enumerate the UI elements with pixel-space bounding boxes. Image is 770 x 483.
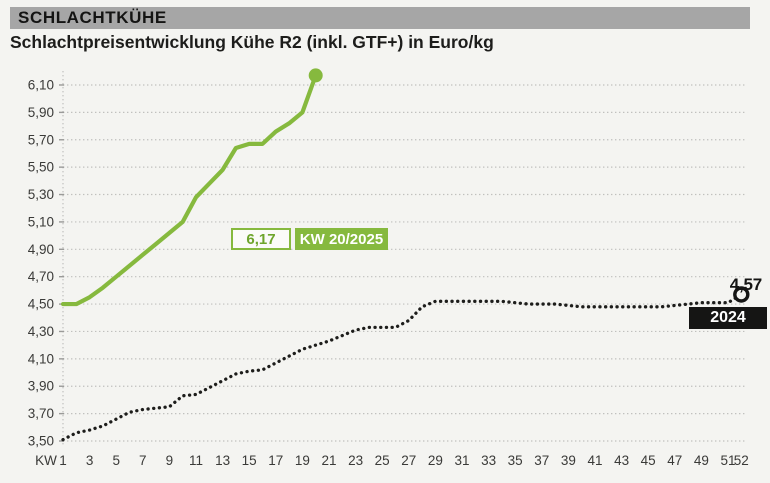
x-tick-label: 7: [139, 453, 147, 468]
x-tick-label: 52: [734, 453, 749, 468]
x-tick-label: 29: [428, 453, 443, 468]
series-2024-line: [61, 292, 743, 442]
final-price-2024: 4,57: [729, 275, 762, 294]
y-tick-label: 3,70: [28, 406, 54, 421]
x-tick-label: 27: [401, 453, 416, 468]
x-tick-label: 45: [641, 453, 656, 468]
y-tick-label: 4,90: [28, 242, 54, 257]
x-tick-label: 15: [242, 453, 257, 468]
y-tick-label: 5,50: [28, 160, 54, 175]
x-tick-label: 51: [720, 453, 735, 468]
x-tick-label: 3: [86, 453, 94, 468]
x-tick-label: 23: [348, 453, 363, 468]
series-2025-line: [60, 73, 318, 307]
series-2024-end-circle: [733, 286, 750, 303]
y-tick-label: 5,10: [28, 214, 54, 229]
current-price-week-badge: KW 20/2025: [295, 228, 388, 250]
y-tick-label: 4,10: [28, 351, 54, 366]
x-tick-label: 33: [481, 453, 496, 468]
x-tick-label: 49: [694, 453, 709, 468]
x-tick-label: 17: [268, 453, 283, 468]
callout-current-price-2025: 6,17 KW 20/2025: [231, 228, 388, 250]
y-tick-label: 4,30: [28, 324, 54, 339]
y-tick-label: 5,90: [28, 105, 54, 120]
x-tick-label: 11: [189, 453, 203, 468]
y-tick-label: 3,90: [28, 379, 54, 394]
section-header-bar: SCHLACHTKÜHE: [10, 7, 750, 29]
y-tick-label: 6,10: [28, 77, 54, 92]
y-tick-label: 5,30: [28, 187, 54, 202]
y-tick-label: 3,50: [28, 434, 54, 449]
series-2025-end-dot: [308, 68, 323, 83]
chart-title: Schlachtpreisentwicklung Kühe R2 (inkl. …: [10, 32, 494, 52]
x-tick-label: 5: [112, 453, 120, 468]
y-tick-label: 4,70: [28, 269, 54, 284]
x-tick-label: 31: [454, 453, 469, 468]
y-tick-label: 4,50: [28, 297, 54, 312]
x-tick-label: 1: [59, 453, 67, 468]
x-axis-unit-label: KW: [35, 453, 57, 468]
x-tick-label: 39: [561, 453, 576, 468]
x-tick-label: 41: [587, 453, 602, 468]
section-title: SCHLACHTKÜHE: [18, 8, 167, 27]
x-tick-label: 47: [667, 453, 682, 468]
x-tick-label: 21: [321, 453, 336, 468]
x-tick-label: 25: [375, 453, 390, 468]
y-tick-label: 5,70: [28, 132, 54, 147]
x-tick-label: 19: [295, 453, 310, 468]
current-price-value: 6,17: [231, 228, 291, 250]
x-tick-label: 13: [215, 453, 230, 468]
x-tick-label: 43: [614, 453, 629, 468]
year-badge-2024: 2024: [689, 307, 767, 329]
x-tick-label: 9: [166, 453, 174, 468]
x-tick-label: 35: [508, 453, 523, 468]
x-tick-label: 37: [534, 453, 549, 468]
